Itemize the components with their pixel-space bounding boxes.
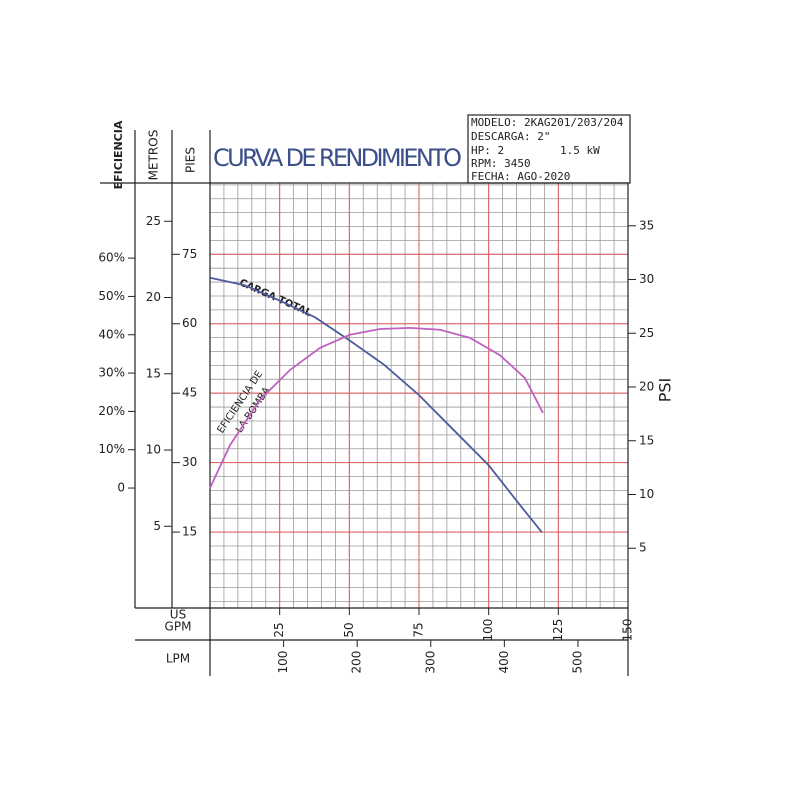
y-tick-label: 25	[146, 214, 161, 228]
axis-title: PIES	[184, 147, 198, 173]
y-tick-label: 5	[639, 541, 647, 555]
info-line: DESCARGA: 2"	[471, 130, 550, 143]
y-tick-label: 75	[182, 247, 197, 261]
y-tick-label: 40%	[98, 327, 125, 341]
y-tick-label: 20	[146, 290, 161, 304]
y-tick-label: 10	[639, 487, 654, 501]
info-line: RPM: 3450	[471, 157, 531, 170]
info-line: FECHA: AGO-2020	[471, 170, 570, 183]
info-box	[467, 114, 631, 184]
y-tick-label: 10%	[98, 442, 125, 456]
x-tick-label: 75	[412, 622, 426, 637]
y-tick-label: 50%	[98, 289, 125, 303]
y-tick-label: 35	[639, 218, 654, 232]
axis-title: PSI	[656, 378, 675, 403]
axis-title: US	[170, 608, 186, 622]
x-tick-label: 500	[570, 651, 584, 674]
x-tick-label: 125	[551, 619, 565, 642]
info-line: HP: 2	[471, 144, 504, 157]
y-tick-label: 0	[117, 481, 125, 495]
y-tick-label: 5	[153, 519, 161, 533]
x-tick-label: 100	[276, 651, 290, 674]
y-tick-label: 20%	[98, 404, 125, 418]
x-tick-label: 300	[423, 651, 437, 674]
x-tick-label: 200	[350, 651, 364, 674]
axis-title: METROS	[147, 130, 161, 181]
curve	[209, 276, 543, 533]
axis-title: LPM	[166, 652, 190, 666]
y-tick-label: 60%	[98, 251, 125, 265]
y-tick-label: 25	[639, 326, 654, 340]
info-line: 1.5 kW	[560, 144, 600, 157]
y-tick-label: 10	[146, 443, 161, 457]
y-tick-label: 30	[182, 455, 197, 469]
axis-title: GPM	[165, 620, 192, 634]
x-tick-label: 400	[497, 651, 511, 674]
info: MODELO: 2KAG201/203/204 DESCARGA: 2" HP:…	[471, 116, 624, 183]
y-tick-label: 30	[639, 272, 654, 286]
x-tick-label: 25	[272, 622, 286, 637]
y-tick-label: 45	[182, 386, 197, 400]
curve	[209, 326, 544, 489]
y-tick-label: 15	[182, 525, 197, 539]
info-line: MODELO: 2KAG201/203/204	[471, 116, 624, 129]
axis-title: EFICIENCIA	[112, 120, 125, 189]
y-tick-label: 15	[639, 433, 654, 447]
y-tick-label: 20	[639, 380, 654, 394]
y-tick-label: 30%	[98, 366, 125, 380]
y-tick-label: 60	[182, 316, 197, 330]
y-tick-label: 15	[146, 366, 161, 380]
x-tick-label: 50	[342, 622, 356, 637]
chart-title: CURVA DE RENDIMIENTO	[213, 144, 463, 172]
x-tick-label: 100	[481, 619, 495, 642]
